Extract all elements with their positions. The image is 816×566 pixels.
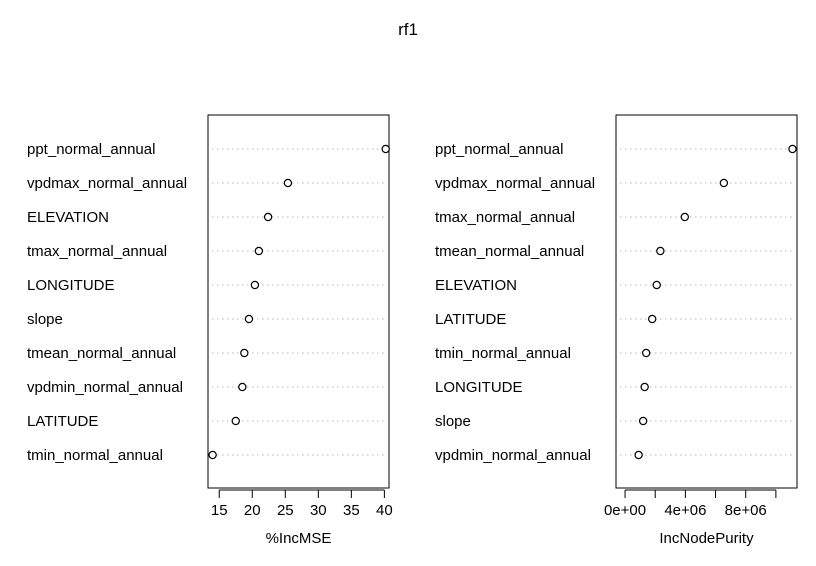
category-label: LATITUDE <box>27 413 98 430</box>
x-tick-label: 35 <box>343 502 360 519</box>
data-point <box>238 382 247 392</box>
category-label: tmean_normal_annual <box>27 345 176 362</box>
category-label: LATITUDE <box>435 311 506 328</box>
category-label: vpdmax_normal_annual <box>27 175 187 192</box>
category-label: vpdmax_normal_annual <box>435 175 595 192</box>
category-label: ppt_normal_annual <box>435 141 563 158</box>
x-axis-title: IncNodePurity <box>659 530 754 547</box>
x-tick-label: 20 <box>244 502 261 519</box>
category-label: slope <box>27 311 63 328</box>
category-label: ELEVATION <box>435 277 517 294</box>
x-tick-label: 40 <box>376 502 393 519</box>
data-point <box>680 212 689 222</box>
chart-panel-1: ppt_normal_annual vpdmax_normal_annual ELE… <box>27 114 393 547</box>
data-point <box>263 212 273 222</box>
data-point <box>208 450 217 460</box>
plot-frame <box>207 114 390 489</box>
category-label: tmax_normal_annual <box>435 209 575 226</box>
data-point <box>648 314 657 324</box>
data-point <box>250 280 260 290</box>
x-tick-label: 4e+06 <box>664 502 706 519</box>
data-point <box>719 178 729 188</box>
data-point <box>283 178 293 188</box>
x-tick-label: 15 <box>211 502 228 519</box>
data-point <box>788 144 797 154</box>
category-label: vpdmin_normal_annual <box>435 447 591 464</box>
chart-panel-2: ppt_normal_annual vpdmax_normal_annualtma… <box>435 114 798 547</box>
category-label: ELEVATION <box>27 209 109 226</box>
x-tick-label: 0e+00 <box>604 502 646 519</box>
data-point <box>634 450 643 460</box>
x-tick-label: 8e+06 <box>725 502 767 519</box>
category-label: vpdmin_normal_annual <box>27 379 183 396</box>
category-label: LONGITUDE <box>27 277 115 294</box>
data-point <box>638 416 648 426</box>
category-label: ppt_normal_annual <box>27 141 155 158</box>
category-label: LONGITUDE <box>435 379 523 396</box>
x-tick-label: 25 <box>277 502 294 519</box>
plot-frame <box>615 114 798 489</box>
data-point <box>640 382 649 392</box>
chart-title: rf1 <box>398 20 418 39</box>
category-label: slope <box>435 413 471 430</box>
category-label: tmin_normal_annual <box>27 447 163 464</box>
data-point <box>641 348 651 358</box>
category-label: tmean_normal_annual <box>435 243 584 260</box>
data-point <box>240 348 249 358</box>
category-label: tmax_normal_annual <box>27 243 167 260</box>
x-axis-title: %IncMSE <box>266 530 332 547</box>
category-label: tmin_normal_annual <box>435 345 571 362</box>
data-point <box>652 280 661 290</box>
data-point <box>231 416 240 426</box>
x-tick-label: 30 <box>310 502 327 519</box>
data-point <box>254 246 264 256</box>
data-point <box>244 314 254 324</box>
data-point <box>656 246 665 256</box>
data-point <box>381 144 390 154</box>
